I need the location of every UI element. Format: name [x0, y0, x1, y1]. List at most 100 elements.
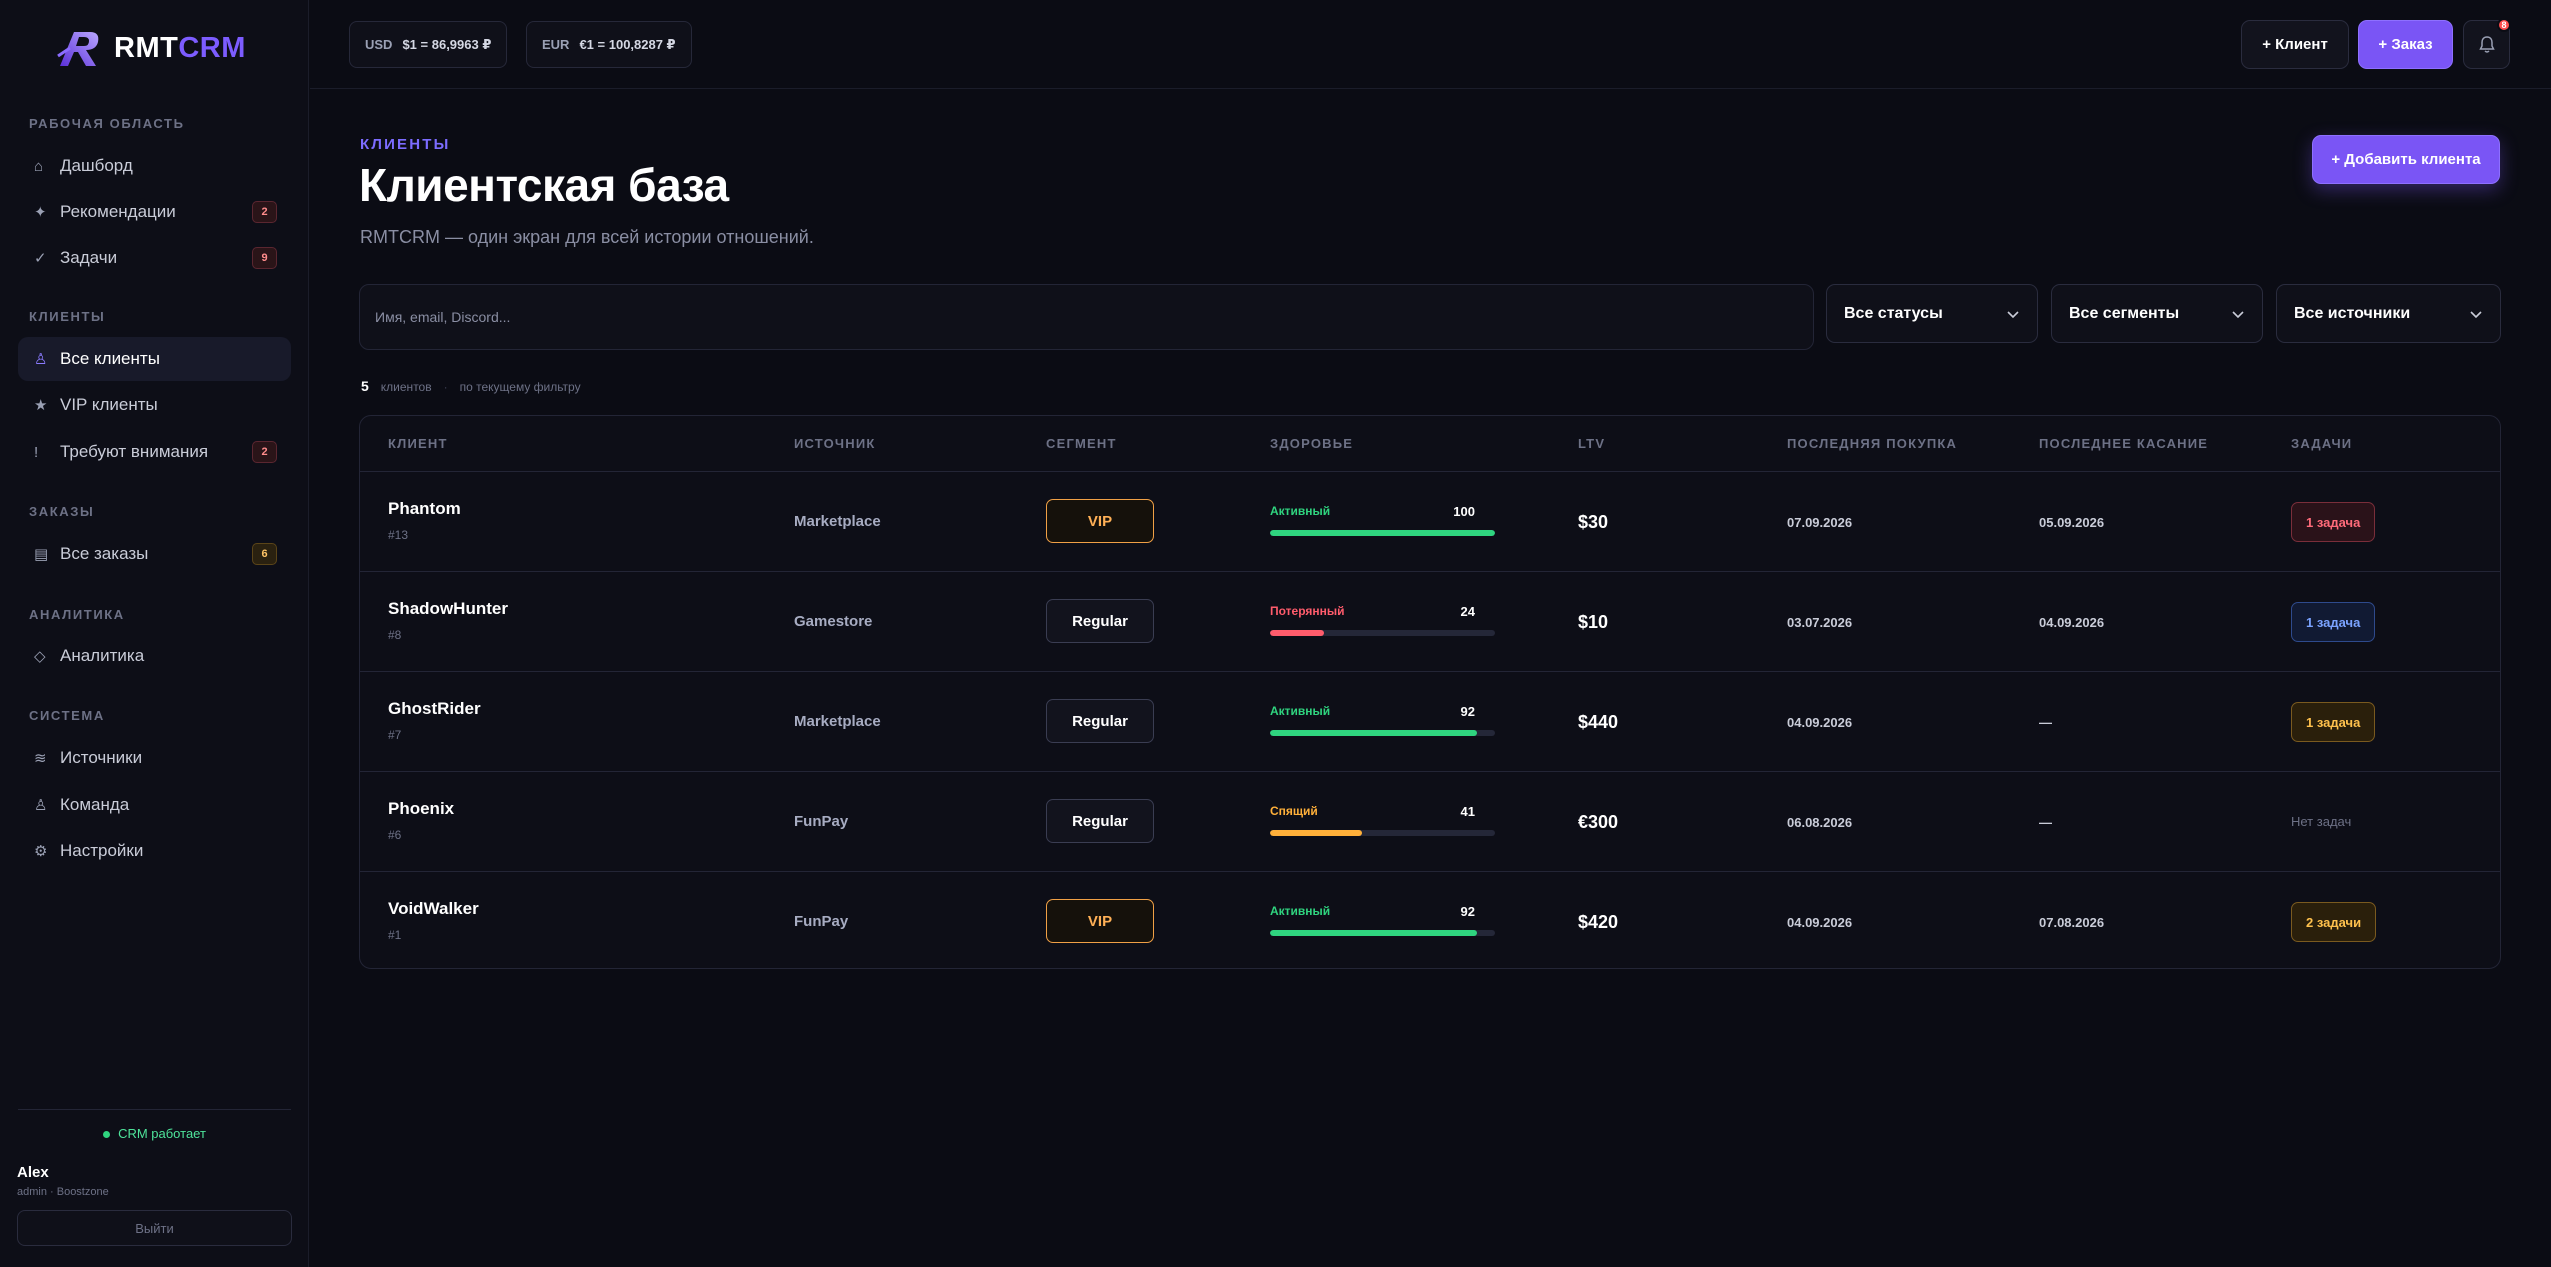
star-icon: ★	[34, 397, 48, 414]
tasks-badge[interactable]: 1 задача	[2291, 502, 2376, 542]
segment-filter-select[interactable]: Все сегменты	[2051, 284, 2263, 343]
table-row[interactable]: ShadowHunter #8 Gamestore Regular Потерянный…	[360, 572, 2500, 672]
column-header[interactable]: ЗДОРОВЬЕ	[1270, 436, 1354, 451]
sidebar-item-analytics[interactable]: ◇ Аналитика	[18, 634, 291, 678]
notification-badge: 8	[2497, 18, 2511, 32]
home-icon: ⌂	[34, 157, 44, 175]
segment-badge: VIP	[1046, 899, 1154, 943]
segment-badge: Regular	[1046, 599, 1154, 643]
client-ltv: $10	[1578, 612, 1609, 632]
sidebar-item-dashboard[interactable]: ⌂ Дашборд	[18, 144, 291, 188]
client-name[interactable]: Phoenix	[388, 799, 455, 818]
segment-badge: VIP	[1046, 499, 1154, 543]
source-filter-select[interactable]: Все источники	[2276, 284, 2501, 343]
logo[interactable]: RMTCRM	[56, 24, 246, 72]
health-bar	[1270, 830, 1495, 836]
health-bar-fill	[1270, 730, 1477, 736]
column-header[interactable]: ПОСЛЕДНЯЯ ПОКУПКА	[1787, 436, 1958, 451]
health-bar	[1270, 930, 1495, 936]
health-status: Активный	[1270, 504, 1331, 518]
page-title: Клиентская база	[359, 159, 729, 211]
sidebar-item-team[interactable]: ♙ Команда	[18, 783, 291, 827]
search-input[interactable]	[375, 309, 1813, 325]
client-id: #13	[388, 528, 409, 542]
result-count-unit: клиентов	[380, 380, 432, 394]
user-name: Alex	[17, 1164, 49, 1181]
team-icon: ♙	[34, 797, 48, 814]
nav-section-system: СИСТЕМА	[29, 708, 105, 723]
health-status: Активный	[1270, 704, 1331, 718]
count-badge: 9	[252, 247, 277, 269]
page-subtitle: RMTCRM — один экран для всей истории отн…	[360, 227, 814, 247]
sidebar-item-needs-attention[interactable]: ! Требуют внимания 2	[18, 430, 291, 474]
health-bar-fill	[1270, 930, 1477, 936]
last-purchase-date: 03.07.2026	[1787, 615, 1853, 630]
client-source: Marketplace	[794, 513, 881, 530]
sidebar-item-all-clients[interactable]: ♙ Все клиенты	[18, 337, 291, 381]
add-order-button[interactable]: + Заказ	[2358, 20, 2453, 69]
sidebar-item-label: Все заказы	[60, 544, 149, 563]
column-header[interactable]: СЕГМЕНТ	[1046, 436, 1117, 451]
health-score: 100	[1453, 504, 1475, 519]
search-field[interactable]	[359, 284, 1814, 350]
user-role: admin · Boostzone	[17, 1186, 109, 1198]
separator-dot-icon: ·	[443, 380, 448, 394]
chevron-down-icon	[2232, 310, 2244, 318]
logo-mark-icon	[57, 32, 99, 66]
add-client-top-button[interactable]: + Клиент	[2241, 20, 2349, 69]
sidebar-item-tasks[interactable]: ✓ Задачи 9	[18, 236, 291, 280]
column-header[interactable]: ЗАДАЧИ	[2291, 436, 2353, 451]
column-header[interactable]: ПОСЛЕДНЕЕ КАСАНИЕ	[2039, 436, 2209, 451]
health-score: 24	[1460, 604, 1475, 619]
segment-badge: Regular	[1046, 699, 1154, 743]
client-source: Gamestore	[794, 613, 873, 630]
nav-section-workspace: РАБОЧАЯ ОБЛАСТЬ	[29, 116, 185, 131]
client-source: FunPay	[794, 913, 849, 930]
column-header[interactable]: ИСТОЧНИК	[794, 436, 876, 451]
sidebar-item-recommendations[interactable]: ✦ Рекомендации 2	[18, 190, 291, 234]
health-score: 92	[1460, 904, 1475, 919]
last-touch-date: —	[2039, 815, 2052, 830]
status-filter-select[interactable]: Все статусы	[1826, 284, 2038, 343]
table-row[interactable]: Phantom #13 Marketplace VIP Активный 100 $30 07…	[360, 472, 2500, 572]
tasks-badge[interactable]: 1 задача	[2291, 702, 2376, 742]
sidebar-item-label: VIP клиенты	[60, 395, 158, 414]
sidebar-item-label: Команда	[60, 795, 130, 814]
tasks-badge[interactable]: 1 задача	[2291, 602, 2376, 642]
sidebar-item-sources[interactable]: ≋ Источники	[18, 736, 291, 780]
sidebar-item-label: Настройки	[60, 841, 144, 860]
health-bar	[1270, 730, 1495, 736]
client-ltv: $30	[1578, 512, 1609, 532]
sidebar-item-label: Дашборд	[60, 156, 133, 175]
logout-button[interactable]: Выйти	[17, 1210, 292, 1246]
last-touch-date: —	[2039, 715, 2052, 730]
crm-status: CRM работает	[0, 1126, 309, 1141]
table-row[interactable]: GhostRider #7 Marketplace Regular Активный 92…	[360, 672, 2500, 772]
segment-filter-value: Все сегменты	[2069, 304, 2180, 322]
client-name[interactable]: VoidWalker	[388, 899, 479, 918]
column-header[interactable]: КЛИЕНТ	[388, 436, 448, 451]
last-purchase-date: 06.08.2026	[1787, 815, 1853, 830]
table-row[interactable]: VoidWalker #1 FunPay VIP Активный 92 $420 04.09…	[360, 872, 2500, 968]
client-name[interactable]: GhostRider	[388, 699, 481, 718]
client-name[interactable]: Phantom	[388, 499, 461, 518]
sidebar-item-vip-clients[interactable]: ★ VIP клиенты	[18, 383, 291, 427]
nav-section-analytics: АНАЛИТИКА	[29, 607, 125, 622]
health-score: 92	[1460, 704, 1475, 719]
last-touch-date: 05.09.2026	[2039, 515, 2105, 530]
check-icon: ✓	[34, 250, 47, 267]
count-badge: 6	[252, 543, 277, 565]
chevron-down-icon	[2470, 310, 2482, 318]
sidebar-item-all-orders[interactable]: ▤ Все заказы 6	[18, 532, 291, 576]
health-bar	[1270, 630, 1495, 636]
last-purchase-date: 04.09.2026	[1787, 715, 1853, 730]
table-row[interactable]: Phoenix #6 FunPay Regular Спящий 41 €300 06.08.…	[360, 772, 2500, 872]
column-header[interactable]: LTV	[1578, 436, 1606, 451]
client-name[interactable]: ShadowHunter	[388, 599, 508, 618]
tasks-empty: Нет задач	[2291, 814, 2352, 829]
sidebar-item-settings[interactable]: ⚙ Настройки	[18, 829, 291, 873]
last-touch-date: 07.08.2026	[2039, 915, 2105, 930]
source-icon: ≋	[34, 750, 47, 767]
add-client-button[interactable]: + Добавить клиента	[2312, 135, 2500, 184]
tasks-badge[interactable]: 2 задачи	[2291, 902, 2377, 942]
